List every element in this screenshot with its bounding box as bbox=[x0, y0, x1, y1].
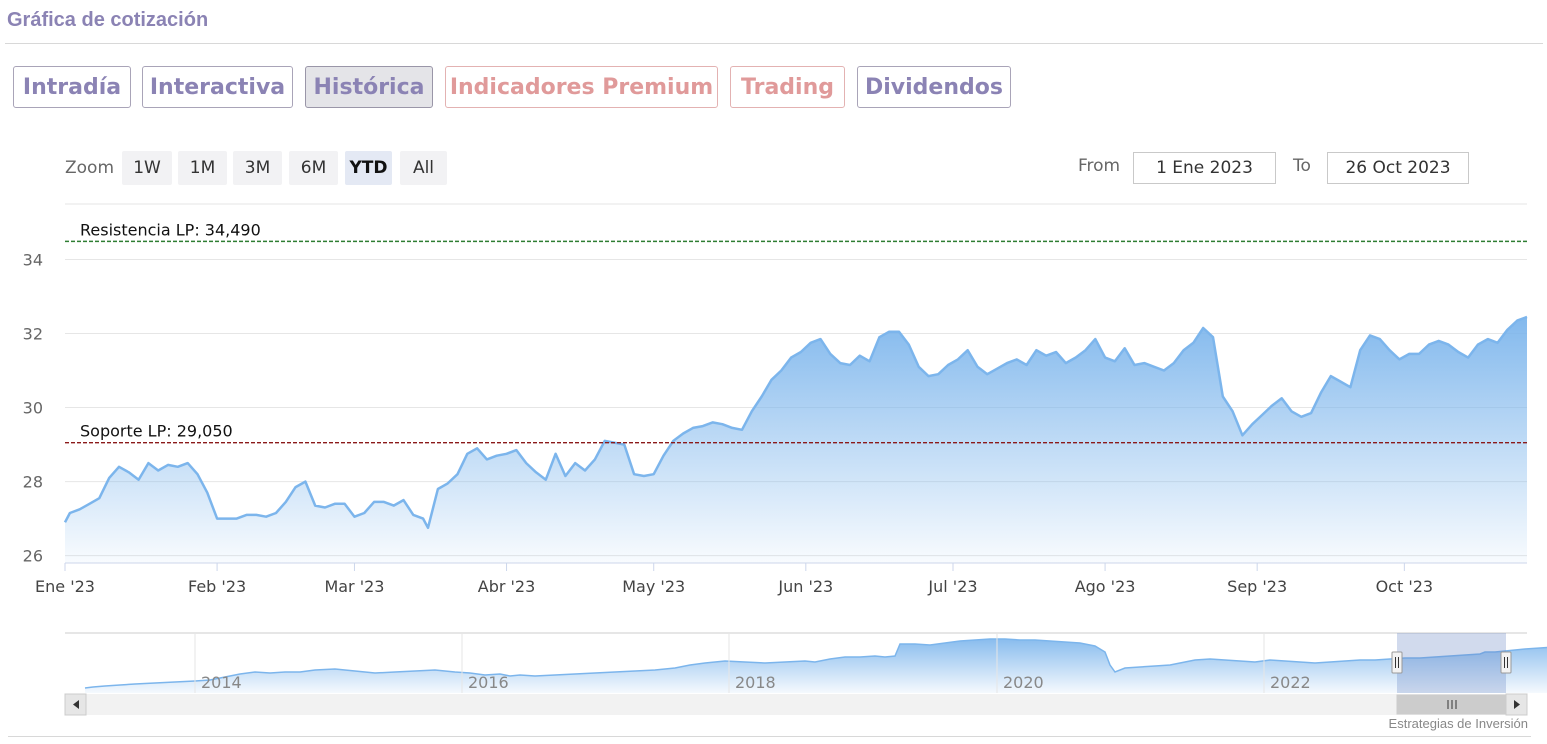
navigator-line bbox=[84, 638, 1547, 689]
navigator-area bbox=[85, 639, 1547, 693]
zoom-button-6m[interactable]: 6M bbox=[289, 151, 338, 185]
x-tick-label: Abr '23 bbox=[478, 577, 536, 596]
x-tick-label: Ene '23 bbox=[35, 577, 95, 596]
x-tick-label: Jun '23 bbox=[777, 577, 833, 596]
title-divider bbox=[5, 43, 1543, 44]
y-tick-label: 32 bbox=[23, 325, 43, 344]
support-label: Soporte LP: 29,050 bbox=[80, 422, 233, 441]
navigator-year-label: 2018 bbox=[735, 673, 776, 692]
x-tick-label: Sep '23 bbox=[1227, 577, 1287, 596]
y-tick-label: 30 bbox=[23, 399, 43, 418]
scrollbar-track bbox=[65, 694, 1527, 715]
x-tick-label: Oct '23 bbox=[1376, 577, 1434, 596]
zoom-button-3m[interactable]: 3M bbox=[233, 151, 282, 185]
resistance-label: Resistencia LP: 34,490 bbox=[80, 220, 261, 239]
y-tick-label: 34 bbox=[23, 251, 43, 270]
zoom-button-all[interactable]: All bbox=[400, 151, 447, 185]
from-label: From bbox=[1078, 156, 1121, 176]
x-tick-label: Mar '23 bbox=[324, 577, 384, 596]
price-area bbox=[65, 316, 1527, 563]
x-tick-label: May '23 bbox=[622, 577, 685, 596]
navigator-year-label: 2022 bbox=[1270, 673, 1311, 692]
price-line bbox=[63, 315, 1528, 530]
zoom-button-1w[interactable]: 1W bbox=[122, 151, 172, 185]
navigator-handle-left[interactable] bbox=[1391, 651, 1403, 674]
footer-divider bbox=[8, 736, 1531, 737]
navigator-year-label: 2020 bbox=[1003, 673, 1044, 692]
zoom-button-ytd[interactable]: YTD bbox=[345, 151, 392, 185]
zoom-label: Zoom bbox=[65, 158, 115, 178]
scroll-right-arrow-icon bbox=[1514, 700, 1520, 709]
navigator-handle-right[interactable] bbox=[1500, 651, 1512, 674]
tab-indicadores-premium[interactable]: Indicadores Premium bbox=[445, 66, 718, 108]
x-tick-label: Feb '23 bbox=[188, 577, 246, 596]
page-title: Gráfica de cotización bbox=[7, 9, 209, 31]
tab-trading[interactable]: Trading bbox=[730, 66, 845, 108]
tab-interactiva[interactable]: Interactiva bbox=[142, 66, 293, 108]
x-tick-label: Ago '23 bbox=[1075, 577, 1136, 596]
y-tick-label: 26 bbox=[23, 547, 43, 566]
tab-hist-rica[interactable]: Histórica bbox=[305, 66, 433, 108]
x-tick-label: Jul '23 bbox=[927, 577, 977, 596]
scroll-left-arrow-icon bbox=[73, 700, 79, 709]
chart-credit[interactable]: Estrategias de Inversión bbox=[1388, 716, 1528, 731]
zoom-button-1m[interactable]: 1M bbox=[178, 151, 227, 185]
navigator-year-label: 2016 bbox=[468, 673, 509, 692]
to-date-input[interactable]: 26 Oct 2023 bbox=[1327, 152, 1469, 184]
tab-dividendos[interactable]: Dividendos bbox=[857, 66, 1011, 108]
from-date-input[interactable]: 1 Ene 2023 bbox=[1133, 152, 1276, 184]
y-tick-label: 28 bbox=[23, 473, 43, 492]
to-label: To bbox=[1293, 156, 1311, 176]
navigator-selection bbox=[1397, 633, 1506, 693]
tab-intrad-a[interactable]: Intradía bbox=[13, 66, 131, 108]
navigator-year-label: 2014 bbox=[201, 673, 242, 692]
